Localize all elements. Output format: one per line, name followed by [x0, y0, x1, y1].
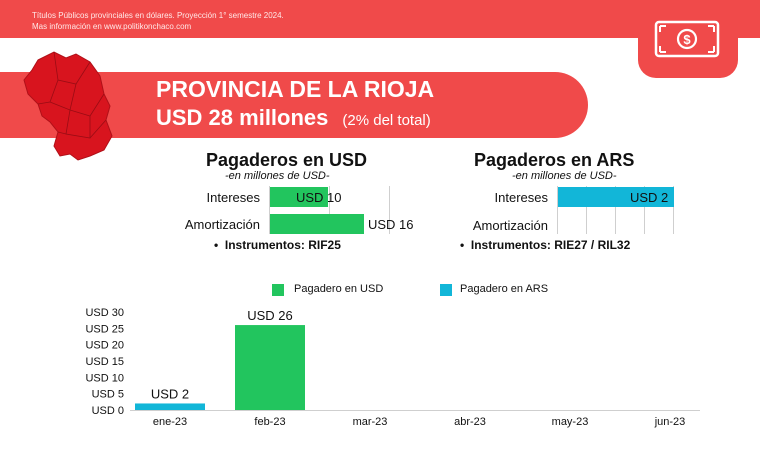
la-rioja-map-icon [20, 50, 120, 167]
ars-bar-intereses [558, 187, 674, 207]
ars-panel-axis [557, 186, 558, 234]
ars-instruments: • Instrumentos: RIE27 / RIL32 [460, 238, 631, 252]
usd-panel-subtitle: -en millones de USD- [225, 170, 330, 182]
ars-panel-gridline [644, 186, 645, 234]
ars-panel-gridline [673, 186, 674, 234]
legend-label-usd: Pagadero en USD [294, 283, 384, 295]
y-tick-label: USD 5 [92, 389, 124, 401]
ars-category-intereses: Intereses [494, 190, 548, 205]
usd-bar-intereses [270, 187, 328, 207]
total-amount: USD 28 millones (2% del total) [156, 105, 431, 131]
usd-instruments: • Instrumentos: RIF25 [214, 238, 341, 252]
y-tick-label: USD 20 [85, 340, 124, 352]
ars-panel-subtitle: -en millones de USD- [512, 170, 617, 182]
legend-swatch-usd [272, 284, 284, 296]
usd-instruments-text: Instrumentos: RIF25 [224, 238, 341, 252]
y-tick-label: USD 15 [85, 356, 124, 368]
legend-swatch-ars [440, 284, 452, 296]
y-tick-label: USD 25 [85, 323, 124, 335]
bar-data-label: USD 26 [247, 308, 293, 323]
bar-usd [235, 325, 305, 410]
total-share: (2% del total) [342, 112, 431, 129]
province-title: PROVINCIA DE LA RIOJA [156, 76, 435, 102]
usd-panel-gridline [389, 186, 390, 234]
usd-panel-title: Pagaderos en USD [206, 150, 368, 170]
legend-label-ars: Pagadero en ARS [460, 283, 549, 295]
usd-panel-axis [269, 186, 270, 234]
usd-data-label-intereses: USD 10 [296, 190, 342, 205]
usd-data-label-amortizacion: USD 16 [368, 217, 414, 232]
header-source: Mas información en www.politikonchaco.co… [32, 22, 192, 31]
title-banner [96, 72, 588, 138]
ars-panel-gridline [586, 186, 587, 234]
header-bar: Títulos Públicos provinciales en dólares… [0, 0, 760, 38]
x-tick-label: may-23 [552, 416, 589, 428]
y-tick-label: USD 10 [85, 372, 124, 384]
ars-category-amortizacion: Amortización [472, 218, 548, 233]
ars-instruments-text: Instrumentos: RIE27 / RIL32 [470, 238, 631, 252]
usd-bar-amortizacion [270, 214, 364, 234]
y-tick-label: USD 30 [85, 307, 124, 319]
total-amount-value: USD 28 millones [156, 105, 329, 130]
x-tick-label: ene-23 [153, 416, 187, 428]
ars-panel-title: Pagaderos en ARS [474, 150, 635, 170]
money-badge: $ [638, 8, 738, 78]
bar-data-label: USD 2 [151, 386, 189, 401]
y-tick-label: USD 0 [92, 405, 124, 417]
dollar-bill-icon: $ [654, 20, 720, 58]
x-tick-label: mar-23 [353, 416, 388, 428]
svg-text:$: $ [683, 32, 691, 47]
usd-category-amortizacion: Amortización [184, 217, 260, 232]
ars-panel-gridline [615, 186, 616, 234]
header-subtitle: Títulos Públicos provinciales en dólares… [32, 11, 284, 20]
x-tick-label: abr-23 [454, 416, 486, 428]
x-tick-label: feb-23 [254, 416, 285, 428]
ars-data-label-intereses: USD 2 [630, 190, 669, 205]
x-tick-label: jun-23 [654, 416, 686, 428]
usd-panel-gridline [329, 186, 330, 234]
bar-ars [135, 403, 205, 410]
usd-category-intereses: Intereses [206, 190, 260, 205]
